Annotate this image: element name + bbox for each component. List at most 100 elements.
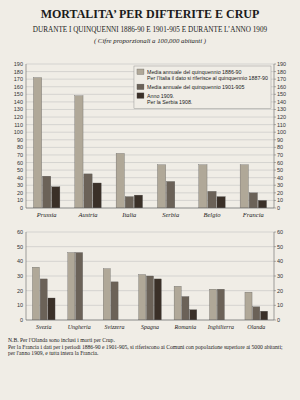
grid-line bbox=[26, 261, 274, 262]
y2-tick-label: 190 bbox=[277, 61, 286, 67]
x-tick-label: Olanda bbox=[247, 324, 265, 330]
bar bbox=[68, 253, 75, 320]
x-tick-label: Inghilterra bbox=[207, 324, 234, 330]
y-tick-label: 20 bbox=[17, 288, 23, 294]
legend-swatch bbox=[137, 84, 144, 90]
x-axis bbox=[26, 208, 274, 209]
y-tick-label: 60 bbox=[17, 160, 23, 166]
y2-tick-label: 120 bbox=[277, 114, 286, 120]
grid-line bbox=[26, 124, 274, 125]
grid-line bbox=[26, 139, 274, 140]
grid-line bbox=[26, 177, 274, 178]
y-tick-label: 10 bbox=[17, 197, 23, 203]
footnote-line: per l'anno 1909, e tutta intera la Franc… bbox=[8, 350, 99, 356]
y2-tick-label: 70 bbox=[277, 152, 283, 158]
bar bbox=[146, 276, 153, 320]
y-tick-label: 40 bbox=[17, 258, 23, 264]
bar bbox=[134, 195, 142, 208]
bar bbox=[157, 165, 165, 208]
y-axis bbox=[26, 64, 27, 208]
background bbox=[0, 0, 300, 400]
y2-tick-label: 30 bbox=[277, 273, 283, 279]
y-tick-label: 110 bbox=[14, 122, 23, 128]
bars bbox=[32, 253, 267, 320]
y2-tick-label: 170 bbox=[277, 76, 286, 82]
y2-tick-label: 40 bbox=[277, 175, 283, 181]
y-tick-label: 30 bbox=[17, 182, 23, 188]
bar bbox=[111, 282, 118, 320]
grid-line bbox=[26, 64, 274, 65]
y-tick-label: 80 bbox=[17, 144, 23, 150]
y-tick-label: 160 bbox=[14, 84, 23, 90]
y2-tick-label: 90 bbox=[277, 137, 283, 143]
chart: MORTALITA’ PER DIFTERITE E CRUPDURANTE I… bbox=[0, 0, 300, 400]
y2-tick-label: 160 bbox=[277, 84, 286, 90]
bar bbox=[210, 289, 217, 320]
y2-tick-label: 0 bbox=[277, 317, 280, 323]
grid-line bbox=[26, 117, 274, 118]
y2-tick-label: 180 bbox=[277, 69, 286, 75]
bar bbox=[217, 197, 225, 208]
footnote: N.B. Per l'Olanda sono inclusi i morti p… bbox=[8, 337, 283, 356]
bar bbox=[253, 307, 260, 320]
y-tick-label: 140 bbox=[14, 99, 23, 105]
grid-line bbox=[26, 162, 274, 163]
grid-line bbox=[26, 109, 274, 110]
y-tick-label: 70 bbox=[17, 152, 23, 158]
bar bbox=[190, 310, 197, 320]
y-tick-label: 60 bbox=[17, 229, 23, 235]
y2-tick-label: 30 bbox=[277, 182, 283, 188]
grid-line bbox=[26, 185, 274, 186]
legend-label: Anno 1909.Per la Serbia 1908. bbox=[147, 93, 192, 105]
y-tick-label: 0 bbox=[20, 205, 23, 211]
y2-tick-label: 60 bbox=[277, 160, 283, 166]
x-tick-label: Francia bbox=[242, 211, 264, 218]
y-tick-label: 120 bbox=[14, 114, 23, 120]
x-tick-label: Belgio bbox=[204, 211, 222, 218]
bar bbox=[40, 279, 47, 320]
legend-line: Media annuale del quinquennio 1886-90 bbox=[147, 69, 242, 75]
bar bbox=[154, 279, 161, 320]
legend-line: Per la Serbia 1908. bbox=[147, 99, 192, 105]
footnote-line: Per la Francia i dati per i periodi 1886… bbox=[8, 344, 283, 350]
bar bbox=[48, 298, 55, 320]
bar bbox=[103, 269, 110, 320]
grid bbox=[26, 64, 274, 208]
grid-line bbox=[26, 154, 274, 155]
legend-swatch bbox=[137, 93, 144, 99]
y-tick-label: 150 bbox=[14, 91, 23, 97]
y2-tick-label: 10 bbox=[277, 302, 283, 308]
y2-tick-label: 100 bbox=[277, 129, 286, 135]
y2-tick-label: 60 bbox=[277, 229, 283, 235]
bar bbox=[84, 174, 92, 208]
grid bbox=[26, 232, 274, 320]
bar bbox=[43, 176, 51, 208]
y2-tick-label: 20 bbox=[277, 288, 283, 294]
grid-line bbox=[26, 232, 274, 233]
y-tick-label: 20 bbox=[17, 190, 23, 196]
x-tick-label: Serbia bbox=[162, 211, 179, 218]
bar bbox=[93, 183, 101, 208]
x-tick-label: Spagna bbox=[141, 324, 159, 330]
y-tick-label: 180 bbox=[14, 69, 23, 75]
grid-line bbox=[26, 192, 274, 193]
bar bbox=[249, 193, 257, 208]
y-tick-label: 50 bbox=[17, 244, 23, 250]
bar bbox=[32, 267, 39, 320]
grid-line bbox=[26, 132, 274, 133]
bar bbox=[167, 181, 175, 208]
grid-line bbox=[26, 246, 274, 247]
y-tick-label: 50 bbox=[17, 167, 23, 173]
annotation: ( Cifre proporzionali a 100,000 abitanti… bbox=[94, 37, 207, 45]
y-tick-label: 90 bbox=[17, 137, 23, 143]
y2-tick-label: 40 bbox=[277, 258, 283, 264]
y-tick-label: 100 bbox=[14, 129, 23, 135]
bar bbox=[217, 289, 224, 320]
footnote-line: N.B. Per l'Olanda sono inclusi i morti p… bbox=[8, 337, 115, 343]
x-tick-label: Austria bbox=[77, 211, 97, 218]
y-tick-label: 170 bbox=[14, 76, 23, 82]
y-tick-label: 0 bbox=[20, 317, 23, 323]
bar bbox=[261, 311, 268, 320]
y-tick-label: 10 bbox=[17, 302, 23, 308]
bar bbox=[240, 165, 248, 208]
